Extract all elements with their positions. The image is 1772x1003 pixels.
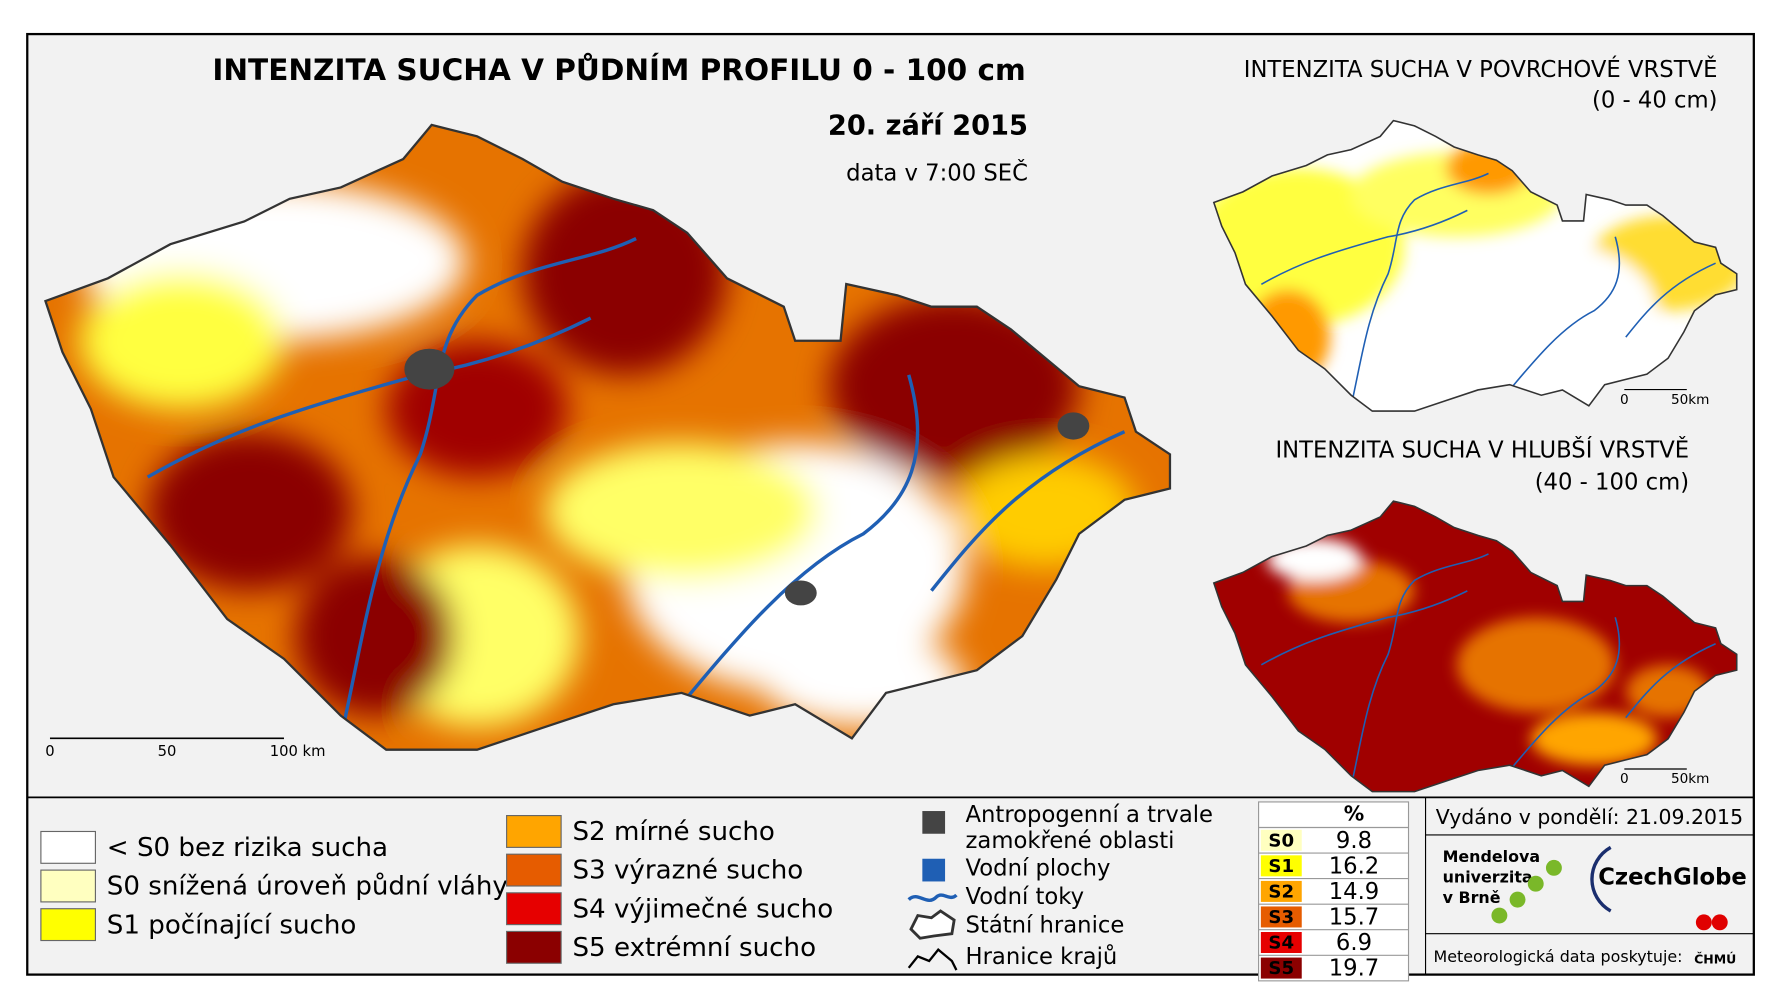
- table-class: S5: [1268, 958, 1294, 979]
- legend-swatch: [506, 853, 562, 887]
- legend-label: S1 počínající sucho: [107, 910, 357, 940]
- map-time: data v 7:00 SEČ: [846, 158, 1028, 186]
- scale-label: 0: [45, 743, 54, 760]
- table-percent: 19.7: [1329, 956, 1380, 982]
- legend-swatch: [40, 869, 96, 903]
- table-class-cell: [1260, 880, 1302, 902]
- czechglobe-arc: [1590, 845, 1612, 913]
- inset-depth: (40 - 100 cm): [1535, 469, 1689, 495]
- legend-label: Antropogenní a trvale: [966, 802, 1214, 828]
- table-percent: 15.7: [1329, 905, 1380, 931]
- table-header: %: [1344, 801, 1364, 825]
- table-percent: 6.9: [1336, 930, 1372, 956]
- scale-label: 50km: [1671, 771, 1710, 787]
- map-title: INTENZITA SUCHA V PŮDNÍM PROFILU 0 - 100…: [212, 51, 1025, 87]
- legend-label: < S0 bez rizika sucha: [107, 833, 388, 863]
- logo-text: Mendelova: [1443, 847, 1541, 866]
- legend-swatch: [40, 830, 96, 864]
- legend-label: S4 výjimečné sucho: [572, 894, 833, 924]
- legend-label: S2 mírné sucho: [572, 817, 774, 847]
- scale-label: 100 km: [270, 743, 326, 760]
- anthropogenic-icon: [922, 811, 946, 834]
- legend-label: S3 výrazné sucho: [572, 856, 803, 886]
- logo-text: CzechGlobe: [1598, 865, 1747, 891]
- legend-swatch: [506, 892, 562, 926]
- river-icon: [907, 893, 958, 902]
- mendel-dots: [1491, 859, 1562, 924]
- scale-label: 0: [1620, 392, 1629, 408]
- table-class-cell: [1260, 906, 1302, 928]
- legend-swatch: [506, 815, 562, 848]
- inset-title: INTENZITA SUCHA V HLUBŠÍ VRSTVĚ: [1275, 435, 1689, 463]
- inset-depth: (0 - 40 cm): [1592, 88, 1718, 114]
- table-class-cell: [1260, 829, 1302, 851]
- table-percent: 9.8: [1336, 828, 1372, 854]
- issued-date: Vydáno v pondělí: 21.09.2015: [1436, 805, 1743, 829]
- legend-label: zamokřené oblasti: [966, 828, 1175, 854]
- table-class: S1: [1268, 856, 1294, 877]
- water-icon: [922, 858, 946, 882]
- scale-label: 50km: [1671, 392, 1710, 408]
- region-icon: [907, 947, 958, 971]
- table-class: S3: [1268, 907, 1294, 928]
- table-class-cell: [1260, 957, 1302, 979]
- legend-label: Vodní toky: [966, 884, 1085, 910]
- table-class: S2: [1268, 882, 1294, 903]
- legend-label: Hranice krajů: [966, 943, 1118, 970]
- legend-label: Státní hranice: [966, 912, 1125, 938]
- table-class: S0: [1268, 830, 1294, 851]
- inset-title: INTENZITA SUCHA V POVRCHOVÉ VRSTVĚ: [1244, 55, 1718, 83]
- legend-label: S5 extrémní sucho: [572, 933, 816, 963]
- border-icon: [909, 909, 956, 940]
- logo-text: ČHMÚ: [1694, 951, 1736, 966]
- table-percent: 16.2: [1329, 853, 1380, 879]
- legend-label: Vodní plochy: [966, 855, 1111, 881]
- scale-label: 50: [158, 743, 177, 760]
- map-date: 20. září 2015: [828, 111, 1028, 142]
- legend-swatch: [506, 930, 562, 964]
- logo-text: univerzita: [1443, 868, 1533, 887]
- table-class: S4: [1268, 933, 1294, 954]
- logo-text: v Brně: [1443, 888, 1501, 907]
- legend-label: S0 snížená úroveň půdní vláhy: [107, 872, 508, 902]
- table-class-cell: [1260, 855, 1302, 877]
- scale-label: 0: [1620, 771, 1629, 787]
- table-percent: 14.9: [1329, 879, 1380, 905]
- provider-text: Meteorologická data poskytuje:: [1434, 947, 1683, 966]
- legend-swatch: [40, 908, 96, 942]
- table-class-cell: [1260, 932, 1302, 954]
